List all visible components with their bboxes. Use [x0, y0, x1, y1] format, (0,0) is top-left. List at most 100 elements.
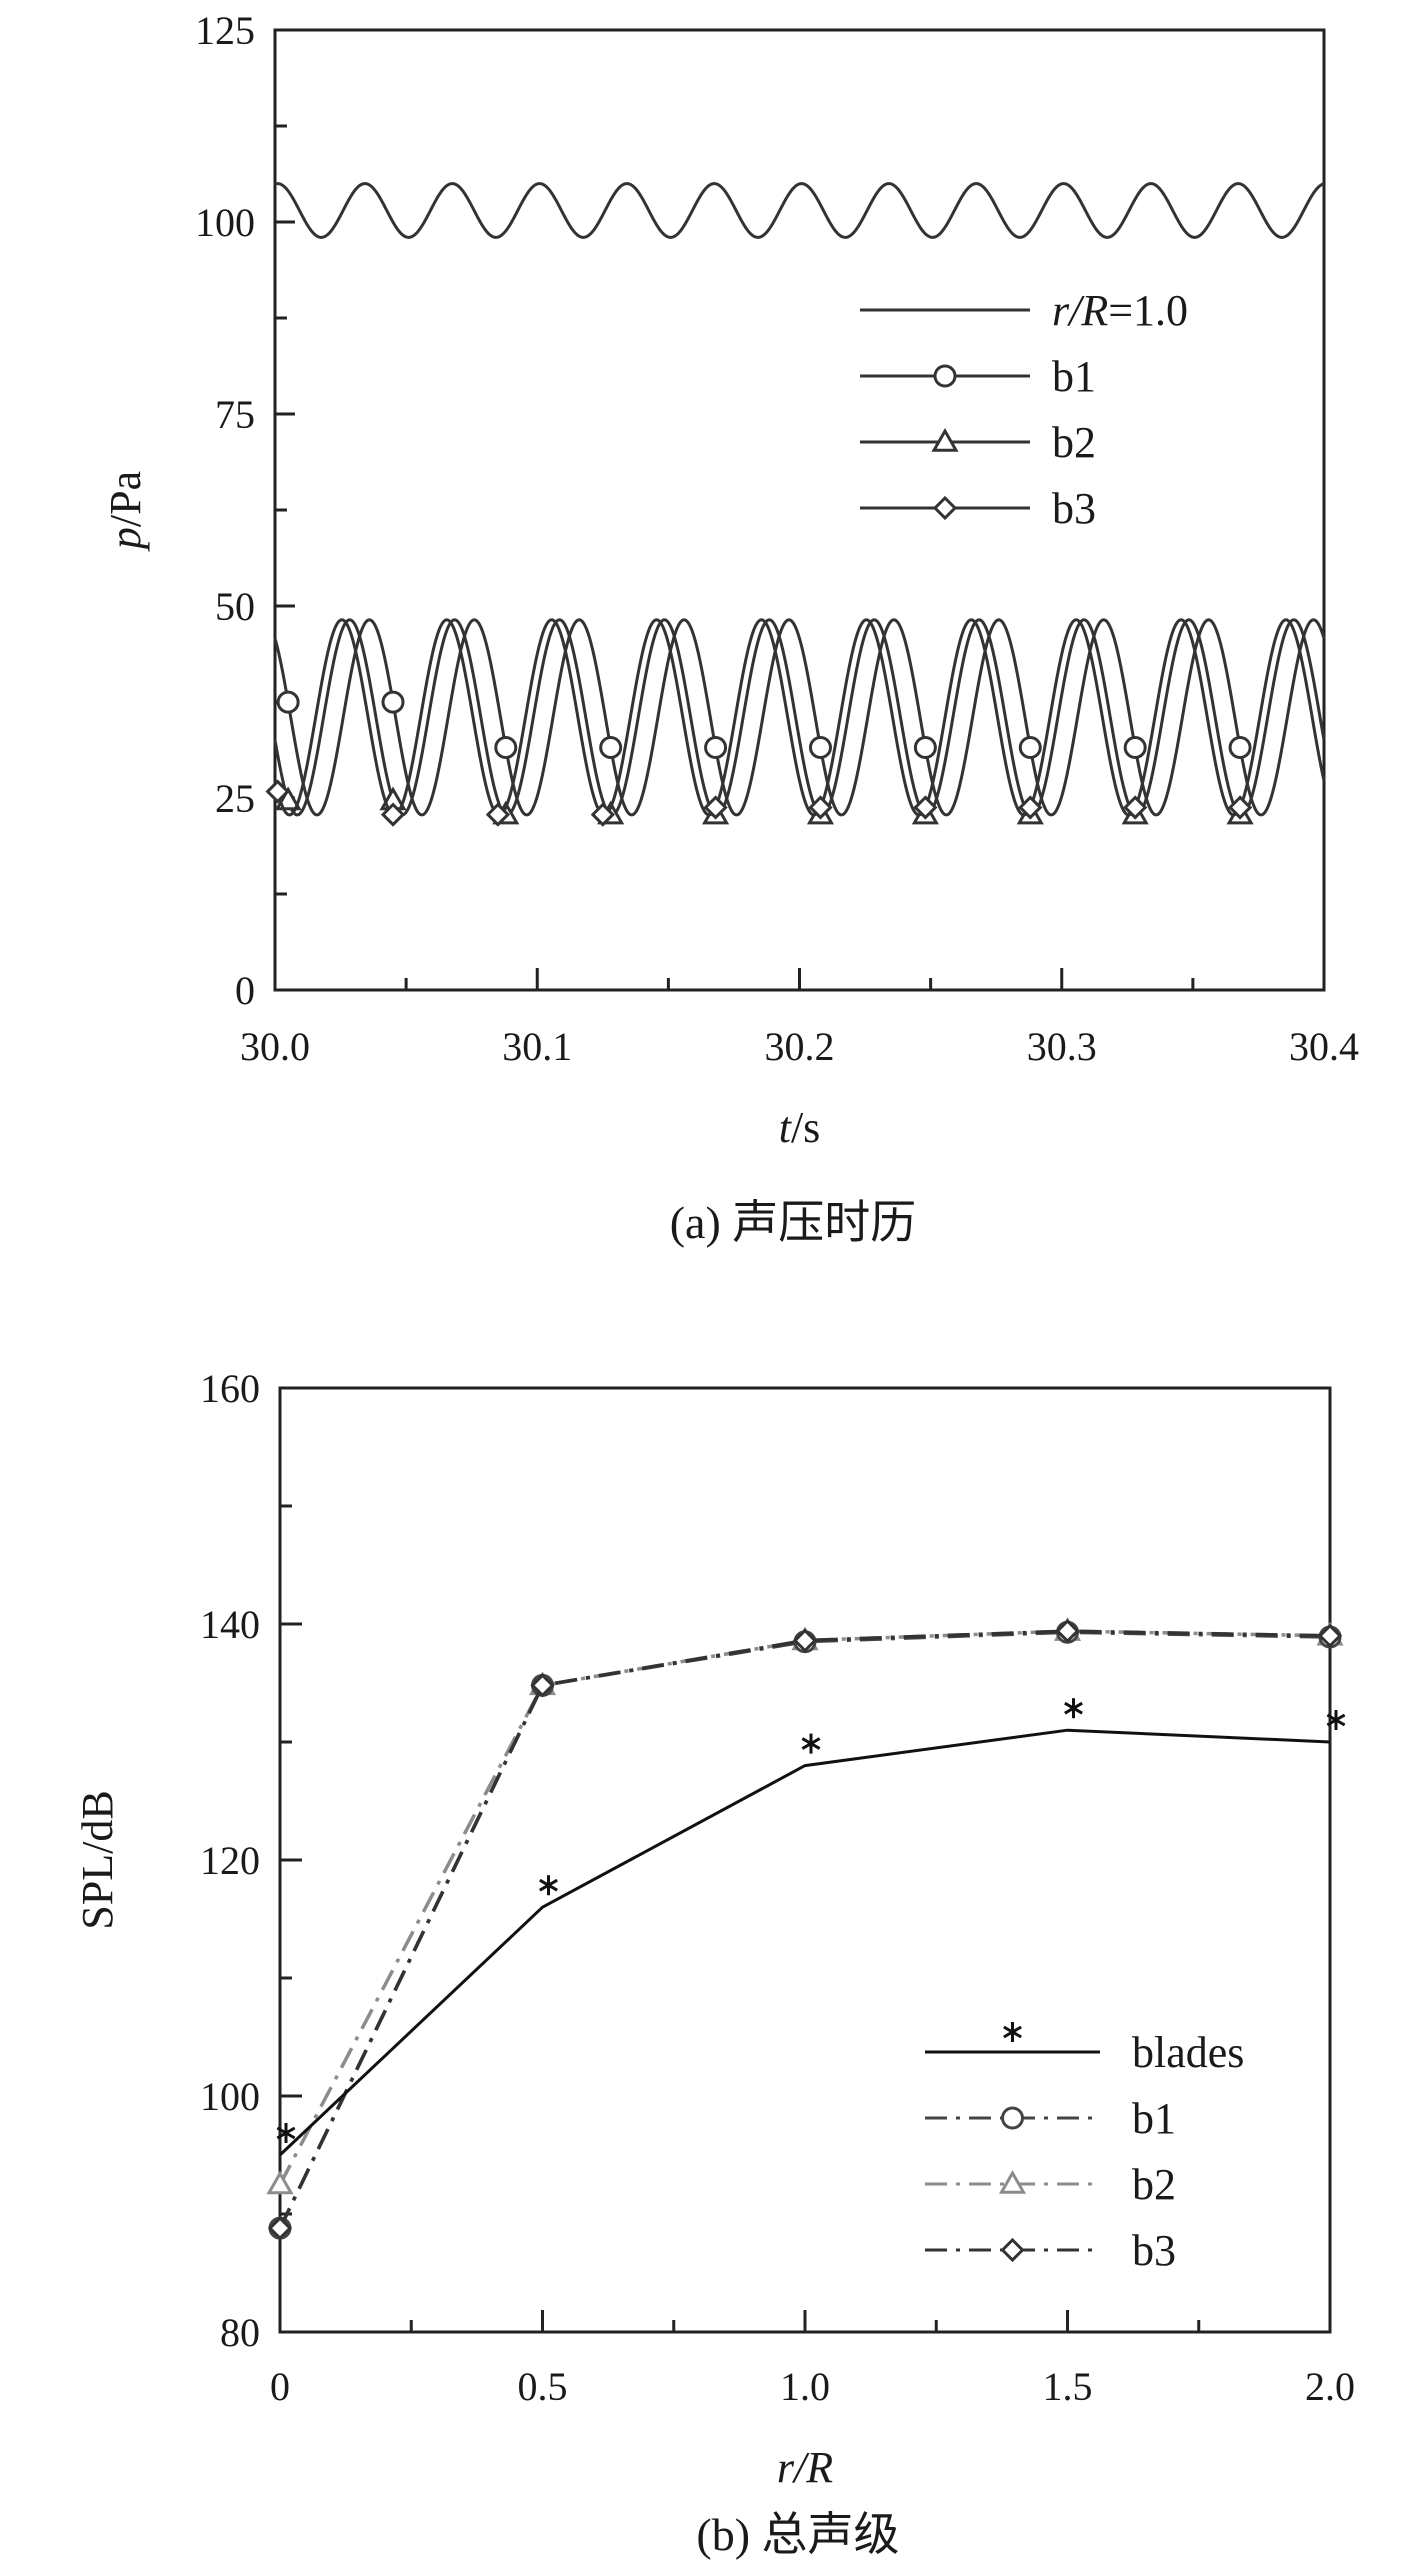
data-point	[1064, 1698, 1083, 1719]
series-b3	[267, 1618, 1343, 2241]
chart-sound-pressure-history: (a) 声压时历 0 25 50 75 100 125 30.0 30.1 30.2 30.3 30…	[101, 8, 1359, 1248]
caption-b: (b) 总声级	[696, 2509, 899, 2560]
legend-label: b1	[1132, 2094, 1176, 2143]
legend-label: b3	[1052, 484, 1096, 533]
data-point	[530, 1673, 555, 1698]
y-axis-title: SPL/dB	[73, 1790, 122, 1929]
x-axis-title-var: t	[779, 1103, 793, 1152]
data-point	[265, 779, 290, 804]
x-tick-label: 0	[270, 2364, 290, 2409]
legend-b: blades b1 b2 b3	[925, 2022, 1244, 2275]
legend-marker	[931, 427, 959, 452]
data-point	[703, 795, 728, 820]
data-point	[808, 795, 833, 820]
data-point	[267, 2216, 293, 2241]
y-tick-label: 75	[215, 392, 255, 437]
data-point	[590, 802, 615, 827]
series-line	[273, 618, 1326, 817]
legend-entry: b2	[925, 2160, 1176, 2209]
y-tick-label: 125	[195, 8, 255, 53]
legend-label: r/R=1.0	[1052, 286, 1188, 335]
legend-entry: r/R=1.0	[860, 286, 1188, 335]
data-point	[913, 795, 938, 820]
data-point	[1055, 1618, 1080, 1644]
legend-entry: b3	[925, 2226, 1176, 2275]
legend-entry: b3	[860, 484, 1096, 533]
data-point	[276, 2123, 296, 2143]
y-axis-title: p/Pa	[101, 471, 150, 552]
legend-label: b2	[1052, 418, 1096, 467]
data-point	[808, 736, 832, 760]
y-tick-label: 120	[200, 1838, 260, 1883]
series-b2	[266, 1617, 1344, 2195]
legend-label-var: r/R	[1052, 286, 1108, 335]
legend-label-rest: =1.0	[1108, 286, 1188, 335]
data-point	[485, 802, 511, 827]
chart-total-sound-level: (b) 总声级 80 100 120 140 160 0 0.5 1.0 1.5 2.0 r/R SP…	[73, 1366, 1355, 2560]
y-tick-label: 100	[195, 200, 255, 245]
x-tick-label: 0.5	[518, 2364, 568, 2409]
legend-entry: b2	[860, 418, 1096, 467]
x-tick-label: 30.1	[502, 1024, 572, 1069]
legend-marker	[1003, 2022, 1022, 2042]
series-b3	[265, 618, 1326, 827]
data-point	[801, 1733, 821, 1754]
data-point	[380, 802, 406, 827]
legend-entry: blades	[925, 2022, 1244, 2077]
legend-entry: b1	[860, 352, 1096, 401]
data-point	[1317, 1623, 1343, 1648]
y-tick-label: 140	[200, 1602, 260, 1647]
data-point	[381, 690, 405, 714]
data-point	[1123, 736, 1147, 760]
y-axis-title-var: p	[101, 527, 150, 552]
data-point	[792, 1628, 818, 1653]
y-tick-label: 160	[200, 1366, 260, 1411]
data-point	[1018, 795, 1043, 820]
asterisk-stroke	[1326, 1713, 1346, 1727]
legend-entry: b1	[925, 2094, 1176, 2143]
legend-marker	[998, 2169, 1027, 2194]
y-tick-label: 100	[200, 2074, 260, 2119]
x-tick-label: 1.5	[1043, 2364, 1093, 2409]
y-axis-title-unit: /Pa	[101, 471, 150, 527]
legend-marker	[1000, 2237, 1025, 2263]
x-tick-label: 30.0	[240, 1024, 310, 1069]
legend-marker	[932, 495, 958, 521]
data-point	[1326, 1710, 1346, 1730]
x-tick-label: 1.0	[780, 2364, 830, 2409]
x-axis-title-var: r/R	[777, 2443, 833, 2492]
legend-label: b3	[1132, 2226, 1176, 2275]
legend-label: b2	[1132, 2160, 1176, 2209]
legend-marker	[933, 364, 957, 388]
series-line	[274, 182, 1325, 239]
y-tick-label: 50	[215, 584, 255, 629]
legend-label: blades	[1132, 2028, 1244, 2077]
series-blades	[276, 1698, 1346, 2157]
series-b1	[268, 1620, 1342, 2240]
series-line	[278, 1728, 1331, 2157]
x-tick-label: 2.0	[1305, 2364, 1355, 2409]
asterisk-stroke	[276, 2126, 296, 2140]
caption-a: (a) 声压时历	[670, 1197, 917, 1248]
y-tick-label: 80	[220, 2310, 260, 2355]
series-rr10	[274, 182, 1325, 239]
data-point	[276, 690, 300, 714]
x-tick-label: 30.3	[1027, 1024, 1097, 1069]
asterisk-stroke	[801, 1737, 821, 1750]
data-point	[494, 736, 518, 760]
data-point	[704, 736, 728, 760]
data-point	[913, 736, 937, 760]
y-tick-label: 0	[235, 968, 255, 1013]
x-axis-title-unit: /s	[791, 1103, 820, 1152]
asterisk-stroke	[1064, 1701, 1083, 1715]
x-tick-label: 30.2	[765, 1024, 835, 1069]
data-point	[1123, 795, 1148, 820]
legend-label: b1	[1052, 352, 1096, 401]
x-axis-title: t/s	[779, 1103, 821, 1152]
x-tick-label: 30.4	[1289, 1024, 1359, 1069]
legend-marker	[1001, 2106, 1024, 2130]
y-tick-label: 25	[215, 776, 255, 821]
data-point	[266, 2170, 294, 2195]
